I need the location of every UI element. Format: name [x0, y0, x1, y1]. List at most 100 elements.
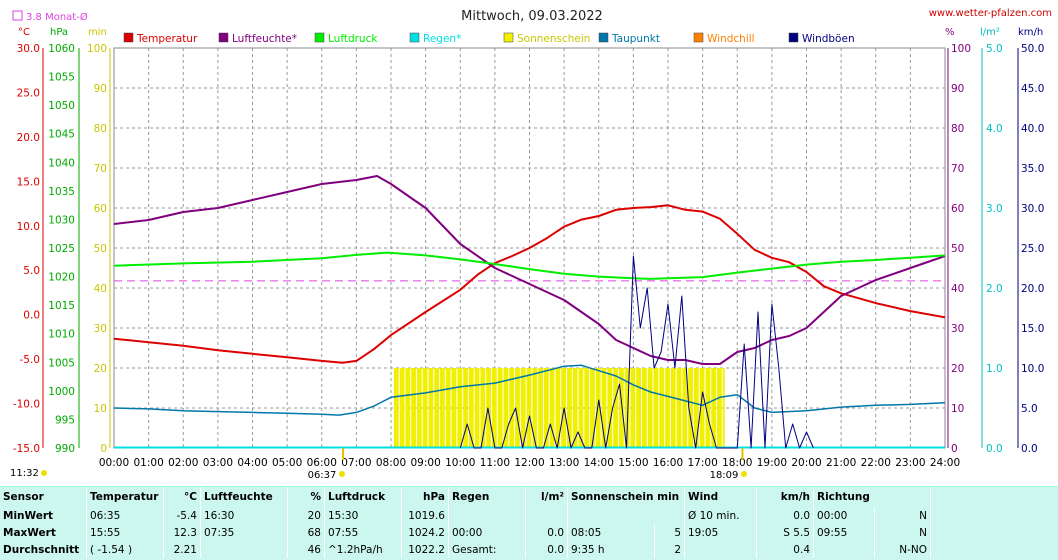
- sunshine-bar: [705, 368, 711, 448]
- sunshine-bar: [618, 368, 624, 448]
- unit-rain: l/m²: [980, 27, 1000, 38]
- x-tick-label: 06:00: [307, 457, 337, 469]
- axis-tick-temp: 5.0: [23, 265, 40, 277]
- axis-tick-wind: 20.0: [1021, 283, 1044, 295]
- axis-tick-rain: 1.0: [986, 363, 1003, 375]
- axis-tick-sun: 100: [87, 43, 107, 55]
- legend-label: Regen*: [423, 33, 461, 45]
- sunshine-bar: [572, 368, 578, 448]
- sunshine-bar: [491, 368, 497, 448]
- temp-avg-value: 2.21: [163, 541, 201, 558]
- sunshine-bar: [590, 368, 595, 448]
- axis-tick-humidity: 80: [951, 123, 964, 135]
- axis-tick-temp: -5.0: [20, 354, 41, 366]
- unit-temp: °C: [18, 27, 30, 38]
- sunshine-bar: [601, 368, 607, 448]
- sun-min-cell: [567, 507, 685, 524]
- axis-tick-humidity: 50: [951, 243, 964, 255]
- x-tick-label: 21:00: [826, 457, 856, 469]
- legend-swatch: [503, 32, 514, 43]
- row-label: Durchschnitt: [0, 541, 87, 558]
- axis-tick-humidity: 40: [951, 283, 964, 295]
- sunshine-bar: [693, 368, 699, 448]
- axis-tick-wind: 35.0: [1021, 163, 1044, 175]
- rain-total-value: 0.0: [525, 541, 568, 558]
- sunshine-bar: [624, 368, 630, 448]
- sun-max-value: 5: [654, 524, 685, 541]
- unit-pressure: hPa: [50, 27, 68, 38]
- axis-tick-pressure: 1055: [48, 72, 75, 84]
- sunset-label: 18:09: [710, 470, 739, 481]
- x-tick-label: 03:00: [203, 457, 233, 469]
- wind-min-value: 0.0: [756, 507, 814, 524]
- sunrise-sun-icon: [339, 471, 345, 477]
- x-tick-label: 15:00: [618, 457, 648, 469]
- hdr-sensor: Sensor: [0, 487, 87, 507]
- x-tick-label: 05:00: [272, 457, 302, 469]
- x-tick-label: 19:00: [757, 457, 787, 469]
- stats-row-max: MaxWert 15:55 12.3 07:35 68 07:55 1024.2…: [0, 524, 932, 541]
- axis-tick-wind: 40.0: [1021, 123, 1044, 135]
- hum-min-value: 20: [287, 507, 325, 524]
- x-tick-label: 18:00: [722, 457, 752, 469]
- x-tick-label: 14:00: [584, 457, 614, 469]
- axis-tick-temp: 10.0: [17, 221, 40, 233]
- x-tick-label: 23:00: [895, 457, 925, 469]
- hum-max-value: 68: [287, 524, 325, 541]
- sunshine-bar: [659, 368, 665, 448]
- axis-tick-pressure: 995: [55, 414, 75, 426]
- legend-swatch: [218, 32, 229, 43]
- series-layer: [113, 175, 946, 449]
- rain-min-value: [525, 507, 568, 524]
- axis-tick-pressure: 1005: [48, 357, 75, 369]
- hdr-temperatur: Temperatur: [86, 487, 164, 507]
- legend-label: Taupunkt: [611, 33, 660, 45]
- hdr-sonnenschein: Sonnenschein min: [567, 487, 685, 507]
- legend-label: Windchill: [707, 33, 755, 45]
- sunshine-bar: [468, 368, 474, 448]
- sunshine-bar: [416, 368, 422, 448]
- sunshine-bar: [440, 368, 445, 448]
- sunshine-bar: [613, 368, 618, 448]
- dir-min-value: N: [874, 507, 932, 524]
- hdr-rain-unit: l/m²: [525, 487, 568, 507]
- axis-tick-pressure: 1045: [48, 129, 75, 141]
- unit-sun: min: [88, 27, 107, 38]
- series-line-temperatur: [113, 204, 946, 364]
- sunset-sun-icon: [741, 471, 747, 477]
- sunshine-bar: [405, 368, 411, 448]
- x-tick-label: 01:00: [133, 457, 163, 469]
- hdr-richtung: Richtung: [813, 487, 931, 507]
- axis-tick-temp: -10.0: [13, 399, 40, 411]
- site-link[interactable]: www.wetter-pfalzen.com: [929, 8, 1052, 19]
- axis-tick-pressure: 1015: [48, 300, 75, 312]
- axis-tick-wind: 25.0: [1021, 243, 1044, 255]
- series-line-luftfeuchte: [113, 175, 946, 365]
- stats-row-min: MinWert 06:35 -5.4 16:30 20 15:30 1019.6…: [0, 507, 932, 524]
- unit-wind: km/h: [1018, 27, 1043, 38]
- hdr-hum-unit: %: [287, 487, 325, 507]
- sunshine-bar: [682, 368, 688, 448]
- sunshine-bar: [543, 368, 549, 448]
- hdr-wind: Wind: [684, 487, 757, 507]
- x-tick-label: 10:00: [445, 457, 475, 469]
- axis-tick-sun: 20: [94, 363, 107, 375]
- sunshine-bar: [670, 368, 676, 448]
- axis-tick-temp: 25.0: [17, 87, 40, 99]
- hdr-luftdruck: Luftdruck: [324, 487, 402, 507]
- axis-tick-humidity: 20: [951, 363, 964, 375]
- series-line-luftdruck: [113, 251, 946, 280]
- x-tick-label: 09:00: [410, 457, 440, 469]
- axis-tick-temp: 15.0: [17, 176, 40, 188]
- axis-tick-rain: 2.0: [986, 283, 1003, 295]
- axis-tick-wind: 5.0: [1021, 403, 1038, 415]
- axis-tick-sun: 70: [94, 163, 107, 175]
- sunshine-bar: [486, 368, 491, 448]
- sunshine-bar: [411, 368, 416, 448]
- statistics-table: Sensor Temperatur °C Luftfeuchte % Luftd…: [0, 487, 932, 558]
- sunshine-bar: [393, 368, 399, 448]
- legend: Temperatur Luftfeuchte* Luftdruck Regen* Son…: [123, 32, 855, 45]
- hum-avg-blank: [200, 541, 288, 558]
- sunshine-bar: [480, 368, 486, 448]
- axis-tick-sun: 50: [94, 243, 107, 255]
